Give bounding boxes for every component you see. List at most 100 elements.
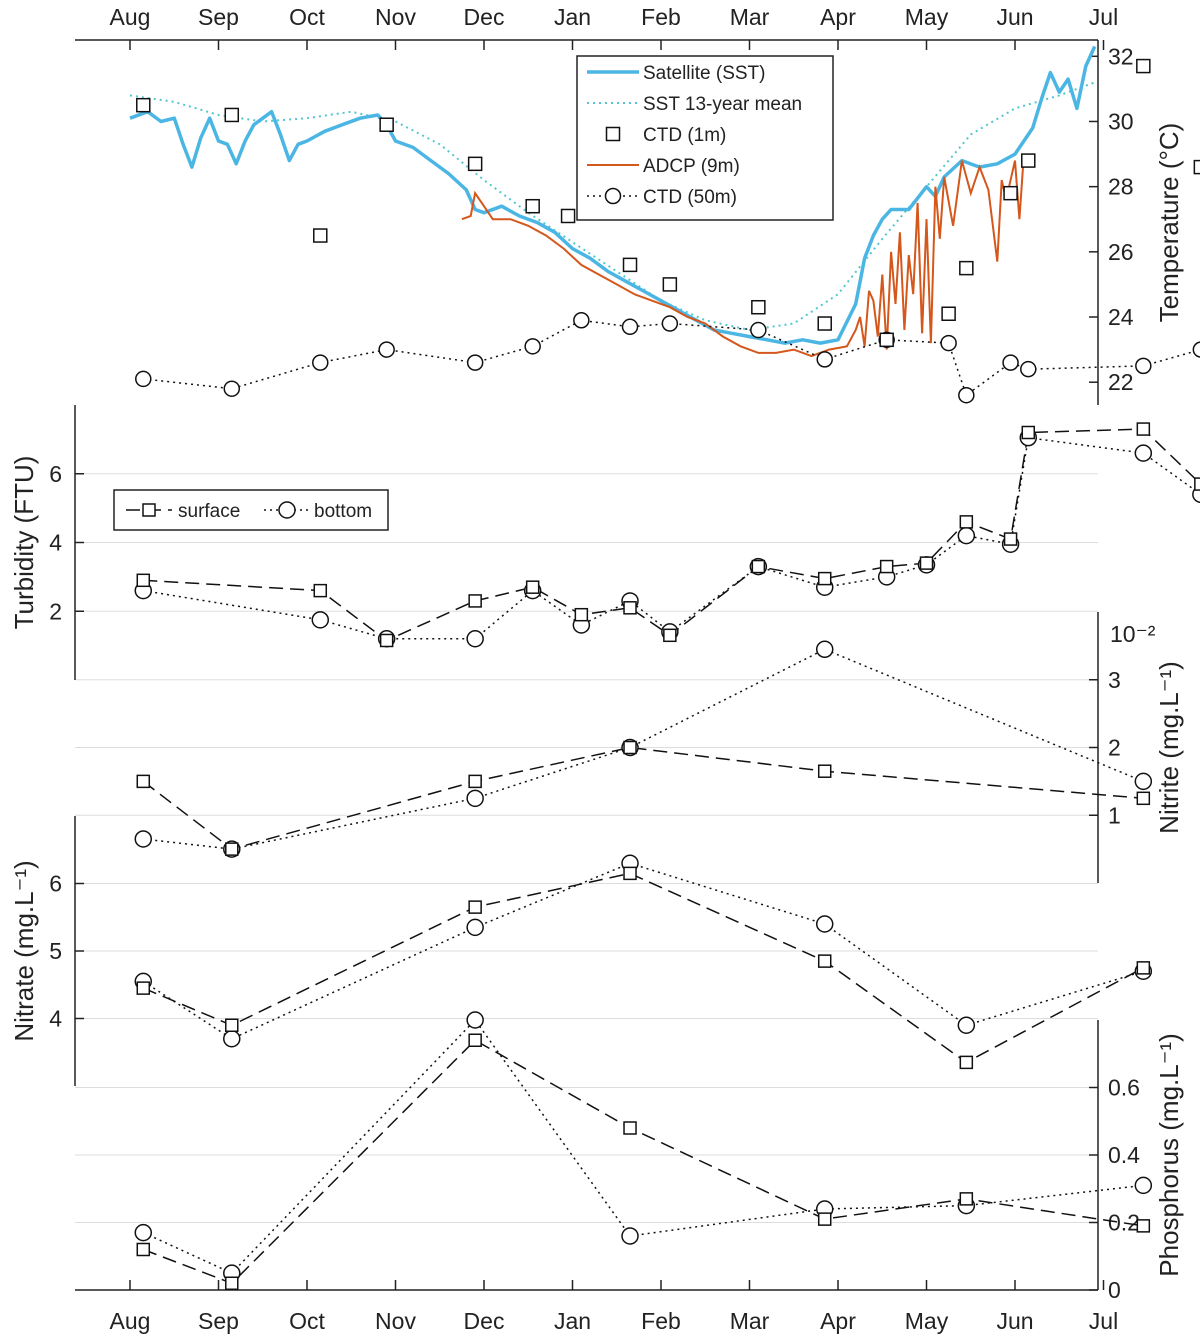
bottom-month-label: Aug — [110, 1308, 151, 1334]
phosphorus-surface-point — [136, 1242, 151, 1257]
ctd-1m-point — [941, 306, 956, 321]
phosphorus-surface-point — [959, 1192, 974, 1206]
ctd-1m-point — [1193, 159, 1200, 175]
ctd-50m-point — [750, 321, 767, 339]
turbidity-surface-point — [313, 583, 328, 598]
bottom-month-label: Sep — [198, 1308, 239, 1334]
phosphorus-surface-point — [623, 1121, 637, 1135]
nitrite-y-tick-label: 1 — [1108, 802, 1121, 828]
nitrate-surface-point — [225, 1018, 239, 1032]
phosphorus-bottom-point — [621, 1227, 639, 1245]
nitrite-y-exponent: 10⁻² — [1110, 621, 1156, 647]
temperature-legend-label: CTD (1m) — [643, 125, 726, 146]
legend-surface-swatch — [142, 503, 156, 517]
series — [129, 45, 1200, 1290]
legend-bottom-swatch — [278, 501, 296, 519]
turbidity-surface-point — [919, 556, 934, 570]
bottom-month-label: Oct — [289, 1308, 325, 1334]
phosphorus-surface-point — [468, 1033, 482, 1047]
top-month-label: Aug — [110, 4, 151, 30]
bottom-month-label: Jun — [996, 1308, 1033, 1334]
ctd-50m-point — [524, 338, 541, 355]
nitrite-surface-point — [1136, 791, 1151, 806]
phosphorus-surface-line — [143, 1039, 1144, 1285]
ctd-50m-point — [958, 386, 975, 404]
phosphorus-y-tick-label: 0.6 — [1108, 1075, 1140, 1101]
ctd-1m-point — [136, 97, 151, 113]
ctd-50m-point — [1192, 341, 1200, 358]
phosphorus-y-axis-title: Phosphorus (mg.L⁻¹) — [1154, 1033, 1184, 1276]
ctd-50m-point — [1002, 354, 1019, 371]
nitrite-surface-point — [817, 764, 832, 778]
bottom-month-label: Mar — [730, 1308, 770, 1334]
nitrite-bottom-point — [815, 640, 834, 659]
temperature-legend-label: SST 13-year mean — [643, 94, 802, 115]
nitrate-surface-point — [136, 981, 151, 995]
top-month-label: Jul — [1089, 4, 1118, 30]
nitrite-surface-point — [623, 740, 637, 755]
nitrate-surface-point — [468, 900, 482, 914]
top-month-label: May — [905, 4, 949, 30]
turbidity-bottom-line — [143, 436, 1200, 640]
ctd-50m-point — [312, 354, 329, 371]
phosphorus-surface-point — [225, 1276, 239, 1290]
nitrate-surface-point — [623, 866, 637, 881]
phosphorus-surface-point — [1136, 1219, 1151, 1233]
ctd-1m-point — [525, 198, 540, 214]
temperature-legend-label: ADCP (9m) — [643, 156, 740, 177]
temperature-legend-label: CTD (50m) — [643, 187, 737, 208]
nitrite-surface-line — [142, 746, 1144, 850]
bottom-month-label: Jul — [1089, 1308, 1118, 1334]
ctd-50m-point — [816, 351, 833, 368]
ctd-50m-point — [135, 370, 152, 388]
legend-ctd-1m-swatch — [605, 126, 621, 142]
ctd-1m-point — [1021, 153, 1036, 168]
phosphorus-bottom-line — [142, 1018, 1144, 1275]
turbidity-bottom-point — [957, 526, 976, 545]
bottom-month-label: May — [905, 1308, 949, 1334]
nitrite-bottom-point — [466, 789, 484, 808]
turbidity-bottom-point — [1134, 444, 1153, 462]
ctd-1m-point — [560, 208, 576, 224]
nitrate-surface-point — [959, 1055, 974, 1070]
turbidity-surface-point — [959, 515, 974, 529]
phosphorus-surface-point — [817, 1212, 832, 1226]
turbidity-legend-label: surface — [178, 501, 240, 522]
top-month-label: Oct — [289, 4, 325, 30]
turbidity-surface-point — [817, 571, 832, 586]
ctd-1m-point — [879, 332, 894, 348]
top-month-label: Apr — [820, 4, 856, 30]
nitrite-surface-point — [225, 842, 239, 856]
ctd-50m-point — [621, 318, 639, 336]
top-month-label: Jan — [554, 4, 591, 30]
nitrite-surface-point — [468, 774, 482, 789]
ctd-1m-point — [313, 228, 328, 243]
top-month-label: Dec — [464, 4, 505, 30]
phosphorus-y-tick-label: 0.4 — [1108, 1142, 1140, 1168]
turbidity-bottom-point — [311, 611, 330, 629]
nitrite-y-tick-label: 3 — [1108, 667, 1121, 693]
turbidity-surface-point — [1021, 425, 1036, 440]
turbidity-y-tick-label: 6 — [49, 461, 62, 487]
turbidity-surface-point — [1194, 477, 1200, 491]
ctd-1m-point — [1136, 58, 1151, 74]
ctd-50m-point — [223, 380, 241, 397]
turbidity-surface-point — [136, 573, 151, 588]
nitrate-surface-point — [817, 954, 832, 968]
ctd-50m-point — [1135, 357, 1152, 375]
axes: Aug Aug Sep Sep Oct Oct Nov Nov Dec Dec Jan Jan Feb F… — [9, 4, 1184, 1334]
phosphorus-bottom-point — [466, 1011, 484, 1029]
turbidity-surface-point — [379, 633, 394, 648]
adcp-line — [461, 154, 1025, 358]
turbidity-y-axis-title: Turbidity (FTU) — [9, 456, 39, 630]
bottom-month-label: Dec — [464, 1308, 505, 1334]
legends: Satellite (SST) SST 13-year mean CTD (1m) A… — [113, 55, 834, 531]
bottom-month-label: Jan — [554, 1308, 591, 1334]
nitrate-bottom-point — [466, 918, 484, 937]
top-month-label: Sep — [198, 4, 239, 30]
turbidity-surface-point — [1136, 422, 1151, 436]
ctd-1m-point — [662, 277, 678, 292]
nitrate-y-tick-label: 4 — [49, 1006, 62, 1032]
temperature-y-tick-label: 26 — [1108, 239, 1134, 265]
